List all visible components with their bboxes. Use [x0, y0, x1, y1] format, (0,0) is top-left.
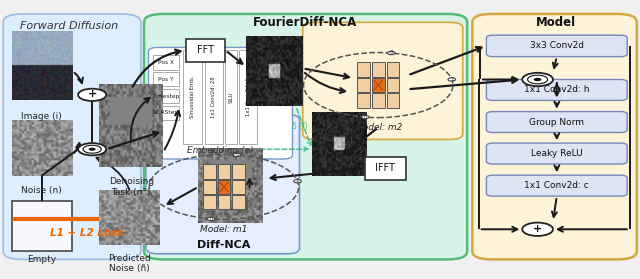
Bar — [357, 93, 370, 108]
Bar — [183, 50, 202, 145]
Bar — [232, 180, 245, 194]
Bar — [387, 93, 399, 108]
Bar — [365, 157, 406, 180]
Circle shape — [522, 223, 553, 236]
Circle shape — [207, 217, 215, 221]
Bar — [357, 78, 370, 92]
FancyBboxPatch shape — [148, 47, 292, 159]
Text: 1x1 Conv2d: c: 1x1 Conv2d: c — [524, 181, 589, 190]
FancyBboxPatch shape — [472, 14, 637, 259]
Text: 1x1 Conv2d: h: 1x1 Conv2d: h — [524, 85, 589, 95]
Text: n: n — [209, 216, 212, 221]
Text: Noise (n): Noise (n) — [21, 186, 62, 195]
Text: Denoising
Task (n°): Denoising Task (n°) — [109, 177, 154, 196]
Text: +: + — [88, 89, 97, 99]
Circle shape — [78, 143, 106, 155]
Text: 3x3 Conv2d: 3x3 Conv2d — [530, 41, 584, 50]
Text: 1x1 Conv2d: 4: 1x1 Conv2d: 4 — [246, 78, 251, 116]
Text: Group Norm: Group Norm — [529, 117, 584, 127]
Text: Empty: Empty — [27, 255, 56, 264]
Bar — [232, 195, 245, 210]
Bar — [205, 50, 223, 145]
Bar — [186, 39, 225, 62]
Text: 0: 0 — [236, 152, 239, 157]
Bar — [153, 106, 179, 120]
Bar — [218, 180, 230, 194]
Bar — [218, 164, 230, 179]
Bar — [372, 62, 385, 77]
Text: L1 + L2 Loss: L1 + L2 Loss — [50, 228, 123, 238]
FancyBboxPatch shape — [486, 80, 627, 100]
Bar — [153, 56, 179, 70]
FancyBboxPatch shape — [3, 14, 141, 259]
Circle shape — [88, 148, 96, 151]
Bar — [372, 78, 385, 92]
Bar — [153, 72, 179, 86]
Text: SiLU: SiLU — [228, 92, 234, 103]
Circle shape — [362, 116, 369, 119]
Circle shape — [233, 153, 241, 157]
Bar — [153, 89, 179, 103]
Bar — [225, 50, 237, 145]
Text: Model: Model — [536, 16, 576, 29]
Bar — [12, 201, 72, 251]
Bar — [357, 62, 370, 77]
Text: +: + — [533, 224, 542, 234]
Text: Forward Diffusion: Forward Diffusion — [20, 21, 118, 32]
Text: 1x1 Conv2d: 28: 1x1 Conv2d: 28 — [211, 76, 216, 118]
Circle shape — [78, 89, 106, 101]
Text: Leaky ReLU: Leaky ReLU — [531, 149, 582, 158]
Text: Embedding (e): Embedding (e) — [187, 146, 254, 155]
Text: Model: m1: Model: m1 — [200, 225, 248, 234]
Text: Model: m2: Model: m2 — [355, 123, 402, 132]
Circle shape — [387, 51, 395, 55]
Text: FFT: FFT — [197, 45, 214, 56]
Text: 1: 1 — [450, 77, 454, 82]
Text: 1: 1 — [296, 179, 300, 184]
Bar — [218, 195, 230, 210]
Bar — [232, 164, 245, 179]
FancyBboxPatch shape — [486, 143, 627, 164]
Bar — [239, 50, 257, 145]
Circle shape — [522, 73, 553, 86]
FancyBboxPatch shape — [303, 22, 463, 140]
Text: Timestep: Timestep — [152, 93, 179, 98]
Text: Image (i): Image (i) — [21, 112, 62, 121]
Text: 0: 0 — [390, 50, 393, 55]
FancyBboxPatch shape — [144, 14, 467, 259]
FancyBboxPatch shape — [486, 112, 627, 133]
Text: Sinusoidal Emb.: Sinusoidal Emb. — [190, 76, 195, 118]
Text: Pos Y: Pos Y — [158, 77, 173, 82]
Text: Diff-NCA: Diff-NCA — [197, 240, 251, 251]
Bar — [203, 195, 216, 210]
Text: Predicted
Noise (ñ): Predicted Noise (ñ) — [108, 254, 150, 273]
Bar — [387, 78, 399, 92]
Bar — [372, 93, 385, 108]
Text: FourierDiff-NCA: FourierDiff-NCA — [253, 16, 357, 29]
FancyBboxPatch shape — [486, 35, 627, 57]
Circle shape — [534, 78, 541, 81]
Bar — [203, 164, 216, 179]
Text: Pos X: Pos X — [157, 60, 174, 65]
Text: δ (f): δ (f) — [292, 122, 307, 131]
FancyBboxPatch shape — [486, 175, 627, 196]
Circle shape — [294, 180, 301, 183]
Bar — [203, 180, 216, 194]
Text: NCAStep: NCAStep — [153, 110, 179, 115]
FancyBboxPatch shape — [146, 114, 300, 254]
Text: IFFT: IFFT — [375, 163, 396, 174]
Bar — [387, 62, 399, 77]
Circle shape — [448, 78, 456, 81]
Text: n: n — [364, 114, 367, 119]
